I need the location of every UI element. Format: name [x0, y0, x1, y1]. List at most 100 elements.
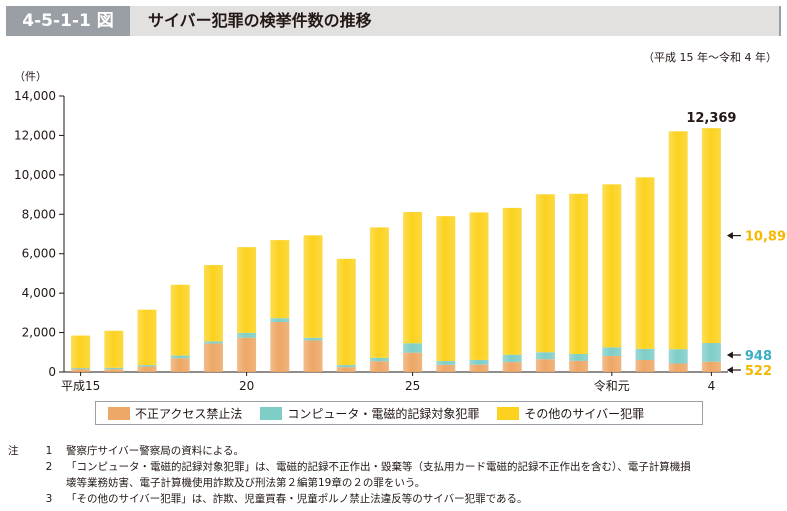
- y-tick-label: 4,000: [22, 286, 56, 300]
- footnotes: 注 1 警察庁サイバー警察局の資料による。 2 「コンピュータ・電磁的記録対象犯…: [8, 443, 783, 507]
- figure-header: 4-5-1-1 図 サイバー犯罪の検挙件数の推移: [6, 6, 781, 36]
- bar-segment: [469, 359, 489, 365]
- bar-segment: [336, 365, 356, 368]
- bar-segment: [137, 366, 157, 372]
- footnote-text: 壊等業務妨害、電子計算機使用詐欺及び刑法第２編第19章の２の罪をいう。: [66, 477, 426, 489]
- footnote-number: 1: [45, 445, 53, 457]
- legend-swatch: [260, 406, 283, 420]
- footnote-lead: [8, 491, 32, 507]
- bar-segment: [71, 368, 91, 370]
- bar-segment: [170, 284, 190, 356]
- legend-item-computer-crime: コンピュータ・電磁的記録対象犯罪: [260, 405, 479, 422]
- bar-segment: [203, 265, 223, 342]
- bar-segment: [668, 349, 688, 364]
- bar-segment: [270, 318, 290, 323]
- bar-segment: [668, 131, 688, 350]
- bar-segment: [303, 340, 323, 372]
- bar-segment: [635, 177, 655, 349]
- bar-segment: [170, 355, 190, 359]
- other-value-label: 10,899: [745, 230, 787, 245]
- bar-segment: [237, 332, 257, 338]
- bar-segment: [336, 367, 356, 372]
- bar-segment: [403, 352, 423, 372]
- bar-segment: [237, 247, 257, 333]
- bar-segment: [270, 240, 290, 319]
- bar-segment: [369, 357, 389, 362]
- footnote-number: 2: [45, 461, 53, 473]
- legend-item-other-cybercrime: その他のサイバー犯罪: [497, 405, 644, 422]
- bar-segment: [170, 358, 190, 372]
- bar-segment: [369, 227, 389, 358]
- footnote-lead: 注: [8, 445, 19, 457]
- bar-segment: [535, 352, 555, 360]
- legend-item-unauthorized-access: 不正アクセス禁止法: [108, 405, 242, 422]
- bar-segment: [71, 335, 91, 369]
- bar-segment: [701, 343, 721, 362]
- bar-segment: [635, 348, 655, 360]
- bar-segment: [701, 128, 721, 344]
- bar-segment: [336, 258, 356, 366]
- period-label: （平成 15 年～令和 4 年）: [643, 51, 777, 64]
- y-tick-label: 12,000: [14, 128, 56, 142]
- computer-value-label: 948: [745, 349, 772, 364]
- footnote: 注 1 警察庁サイバー警察局の資料による。: [8, 443, 783, 459]
- bar-segment: [270, 322, 290, 372]
- footnote-lead: [8, 459, 32, 475]
- bar-segment: [569, 193, 589, 355]
- x-tick-label: 平成15: [61, 379, 100, 393]
- bar-segment: [469, 364, 489, 372]
- legend-label: コンピュータ・電磁的記録対象犯罪: [287, 406, 480, 421]
- footnote: 2 「コンピュータ・電磁的記録対象犯罪」は、電磁的記録不正作出・毀棄等（支払用カ…: [8, 459, 783, 475]
- access-arrow-head: [726, 366, 733, 374]
- bar-segment: [436, 364, 456, 372]
- bar-segment: [203, 343, 223, 372]
- bar-segment: [635, 359, 655, 372]
- footnote-lead: [8, 475, 32, 491]
- legend-swatch: [497, 406, 520, 420]
- bar-segment: [602, 347, 622, 356]
- footnote-text: 警察庁サイバー警察局の資料による。: [66, 445, 244, 457]
- footnote-number: 3: [45, 493, 53, 505]
- bar-segment: [237, 337, 257, 372]
- legend-label: 不正アクセス禁止法: [135, 406, 243, 421]
- bar-segment: [104, 330, 124, 368]
- other-arrow-head: [726, 232, 733, 240]
- total-value-label: 12,369: [686, 111, 736, 126]
- x-tick-label: 4: [708, 379, 716, 393]
- bar-segment: [104, 369, 124, 372]
- figure-number: 4-5-1-1 図: [6, 6, 130, 36]
- y-unit-label: （件）: [14, 70, 47, 83]
- bar-segment: [303, 235, 323, 338]
- bar-segment: [668, 363, 688, 372]
- bar-segment: [602, 355, 622, 372]
- bar-segment: [104, 367, 124, 370]
- y-tick-label: 0: [48, 365, 56, 379]
- footnote-text: 「その他のサイバー犯罪」は、詐欺、児童買春・児童ポルノ禁止法違反等のサイバー犯罪…: [66, 493, 528, 505]
- bar-segment: [369, 361, 389, 372]
- bar-segment: [502, 207, 522, 355]
- computer-arrow-head: [726, 351, 733, 359]
- chart-legend: 不正アクセス禁止法 コンピュータ・電磁的記録対象犯罪 その他のサイバー犯罪: [95, 401, 703, 425]
- y-tick-label: 6,000: [22, 247, 56, 261]
- bar-segment: [303, 337, 323, 341]
- y-tick-label: 2,000: [22, 326, 56, 340]
- legend-swatch: [108, 406, 130, 420]
- bar-segment: [203, 341, 223, 344]
- bar-segment: [569, 360, 589, 372]
- y-tick-label: 8,000: [22, 207, 56, 221]
- access-value-label: 522: [745, 364, 772, 379]
- x-tick-label: 令和元: [594, 378, 630, 393]
- bar-segment: [403, 212, 423, 344]
- bar-segment: [701, 361, 721, 372]
- bar-segment: [436, 216, 456, 362]
- bar-segment: [569, 354, 589, 361]
- figure-title: サイバー犯罪の検挙件数の推移: [148, 11, 372, 30]
- y-tick-label: 14,000: [14, 89, 56, 103]
- bar-segment: [469, 212, 489, 360]
- stacked-bar-chart: 0 2,000 4,000 6,000 8,000 10,000 12,000 14,000 平…: [14, 89, 787, 393]
- bar-segment: [137, 309, 157, 366]
- legend-label: その他のサイバー犯罪: [524, 406, 645, 421]
- header-divider: [779, 6, 781, 36]
- bar-segment: [403, 343, 423, 353]
- footnote: 3 「その他のサイバー犯罪」は、詐欺、児童買春・児童ポルノ禁止法違反等のサイバー…: [8, 491, 783, 507]
